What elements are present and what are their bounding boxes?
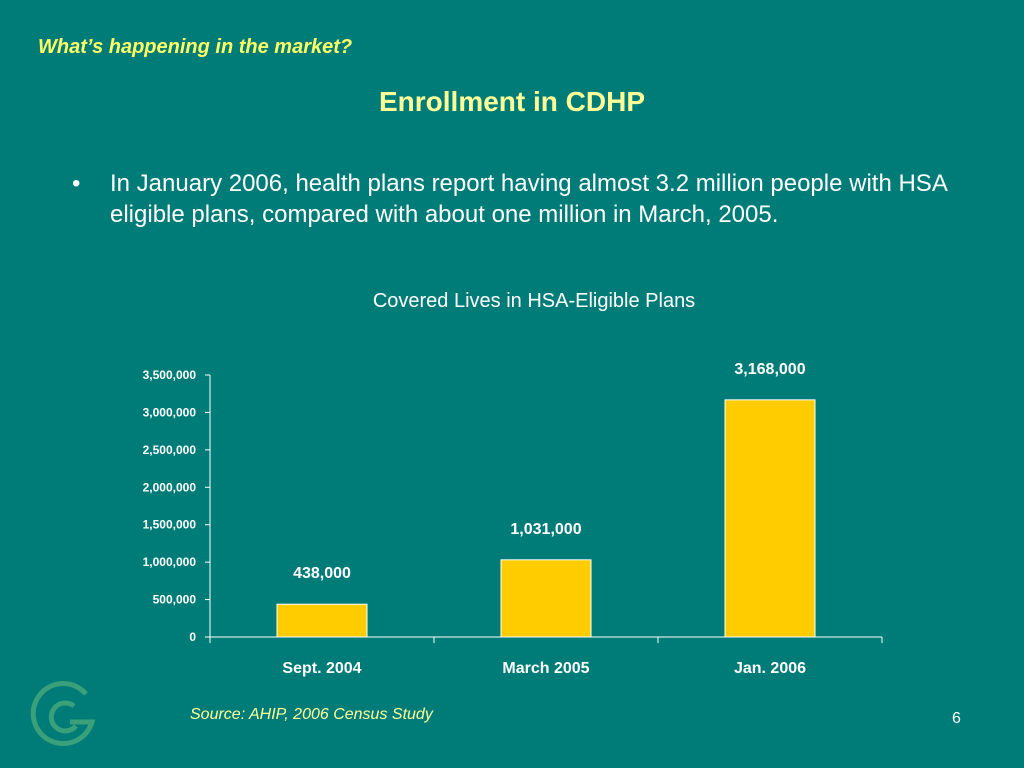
x-tick-label: March 2005 bbox=[502, 660, 589, 677]
y-tick-label: 3,000,000 bbox=[143, 405, 197, 419]
y-tick-label: 1,500,000 bbox=[143, 518, 197, 532]
bullet-text: In January 2006, health plans report hav… bbox=[110, 170, 947, 228]
x-tick-label: Jan. 2006 bbox=[734, 660, 806, 677]
slide-title: Enrollment in CDHP bbox=[378, 86, 645, 117]
bar bbox=[724, 399, 816, 638]
bar-chart: 0 500,000 1,000,000 1,500,000 2,000,000 2,500… bbox=[143, 361, 883, 677]
bar-value-label: 438,000 bbox=[293, 565, 351, 582]
y-tick-label: 2,000,000 bbox=[143, 480, 197, 494]
g-logo-icon bbox=[30, 681, 96, 746]
y-tick-label: 0 bbox=[189, 630, 196, 644]
x-tick-label: Sept. 2004 bbox=[282, 660, 361, 677]
y-tick-label: 2,500,000 bbox=[143, 443, 197, 457]
y-tick-label: 1,000,000 bbox=[143, 555, 197, 569]
bar bbox=[276, 603, 368, 638]
section-title: What’s happening in the market? bbox=[38, 36, 353, 58]
chart-title: Covered Lives in HSA-Eligible Plans bbox=[372, 290, 696, 312]
bar-value-label: 3,168,000 bbox=[734, 361, 805, 378]
bullet-point: • In January 2006, health plans report h… bbox=[72, 168, 952, 230]
bar bbox=[500, 559, 592, 638]
bar-value-label: 1,031,000 bbox=[510, 521, 581, 538]
y-tick-label: 3,500,000 bbox=[143, 368, 197, 382]
page-number: 6 bbox=[952, 710, 961, 727]
y-tick-label: 500,000 bbox=[153, 593, 197, 607]
bullet-symbol: • bbox=[72, 170, 81, 197]
source-note: Source: AHIP, 2006 Census Study bbox=[190, 706, 433, 723]
